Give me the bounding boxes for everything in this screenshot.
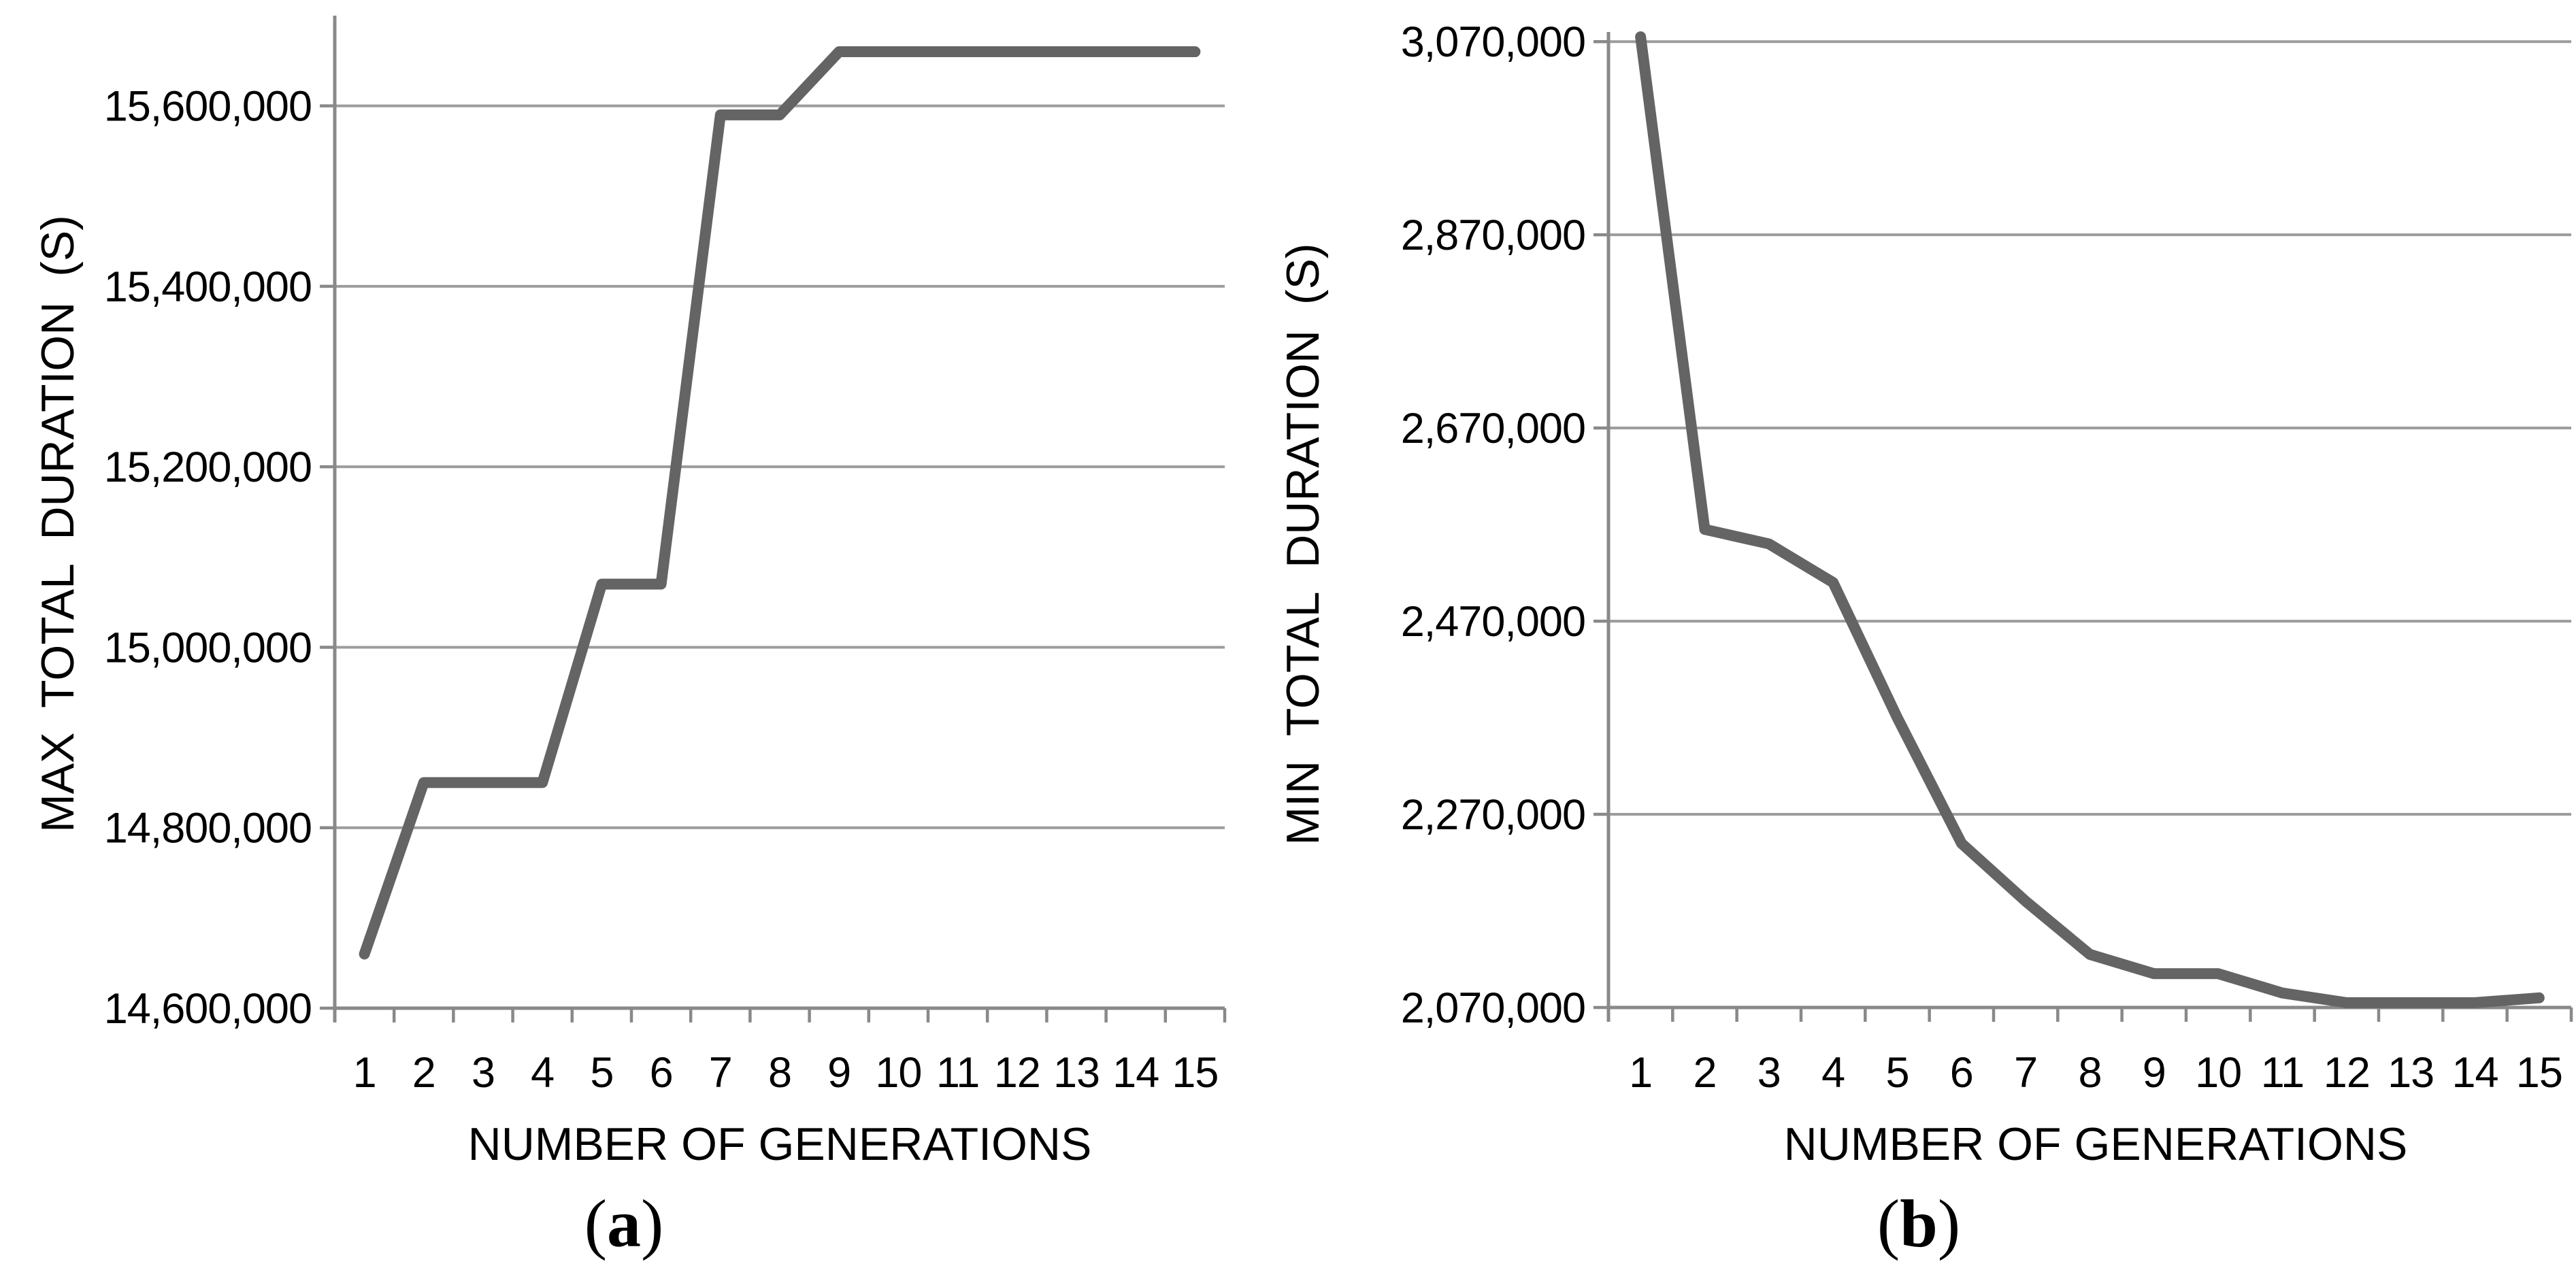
x-tick-label: 15 xyxy=(2516,1049,2562,1097)
x-tick-label: 12 xyxy=(994,1049,1040,1097)
x-tick-label: 7 xyxy=(2014,1049,2037,1097)
x-tick-label: 8 xyxy=(2078,1049,2101,1097)
x-tick-label: 13 xyxy=(2388,1049,2434,1097)
x-tick-label: 8 xyxy=(768,1049,791,1097)
x-tick-label: 13 xyxy=(1053,1049,1100,1097)
panel-caption: (b) xyxy=(1877,1186,1960,1261)
y-tick-label: 15,400,000 xyxy=(104,263,312,311)
y-tick-label: 15,600,000 xyxy=(104,83,312,131)
chart-panel-a: 14,600,000 14,800,000 15,000,000 15,200,000… xyxy=(32,16,1227,1261)
y-tick-label: 15,000,000 xyxy=(104,624,312,671)
x-tick-label: 9 xyxy=(827,1049,851,1097)
x-tick-label: 5 xyxy=(1885,1049,1909,1097)
x-tick-label: 1 xyxy=(1629,1049,1652,1097)
x-tick-label: 6 xyxy=(1950,1049,1973,1097)
y-tick-label: 3,070,000 xyxy=(1401,18,1585,66)
series-line xyxy=(1635,31,2545,1008)
x-tick-label: 14 xyxy=(1112,1049,1159,1097)
x-tick-label: 11 xyxy=(2261,1049,2304,1097)
y-tick-label: 2,470,000 xyxy=(1401,598,1585,646)
x-tick-label: 15 xyxy=(1172,1049,1218,1097)
x-tick-label: 12 xyxy=(2324,1049,2370,1097)
x-tick-label: 7 xyxy=(709,1049,732,1097)
x-tick-label: 3 xyxy=(472,1049,495,1097)
x-axis-title: NUMBER OF GENERATIONS xyxy=(468,1118,1092,1170)
x-tick-label: 2 xyxy=(412,1049,435,1097)
x-tick-label: 1 xyxy=(353,1049,376,1097)
x-tick-label: 6 xyxy=(650,1049,673,1097)
series-line xyxy=(359,46,1201,960)
x-tick-label: 4 xyxy=(1821,1049,1845,1097)
y-tick-label: 15,200,000 xyxy=(104,444,312,491)
chart-panel-b: 2,070,000 2,270,000 2,470,000 2,670,000 2,87… xyxy=(1277,18,2573,1261)
x-tick-label: 10 xyxy=(2195,1049,2241,1097)
y-tick-label: 2,870,000 xyxy=(1401,212,1585,259)
x-tick-label: 10 xyxy=(875,1049,921,1097)
x-axis-title: NUMBER OF GENERATIONS xyxy=(1784,1118,2408,1170)
x-tick-label: 5 xyxy=(590,1049,613,1097)
y-axis-title: MAX TOTAL DURATION (S) xyxy=(32,215,84,833)
y-tick-label: 2,270,000 xyxy=(1401,791,1585,839)
x-tick-label: 2 xyxy=(1693,1049,1716,1097)
y-tick-label: 14,800,000 xyxy=(104,805,312,852)
x-tick-label: 4 xyxy=(531,1049,554,1097)
y-axis-title: MIN TOTAL DURATION (S) xyxy=(1277,243,1329,845)
y-tick-label: 2,670,000 xyxy=(1401,405,1585,452)
panel-caption: (a) xyxy=(584,1186,664,1261)
x-tick-label: 14 xyxy=(2451,1049,2498,1097)
x-tick-label: 3 xyxy=(1757,1049,1781,1097)
x-tick-label: 9 xyxy=(2143,1049,2166,1097)
y-tick-label: 2,070,000 xyxy=(1401,984,1585,1032)
y-tick-label: 14,600,000 xyxy=(104,985,312,1033)
x-tick-label: 11 xyxy=(936,1049,979,1097)
